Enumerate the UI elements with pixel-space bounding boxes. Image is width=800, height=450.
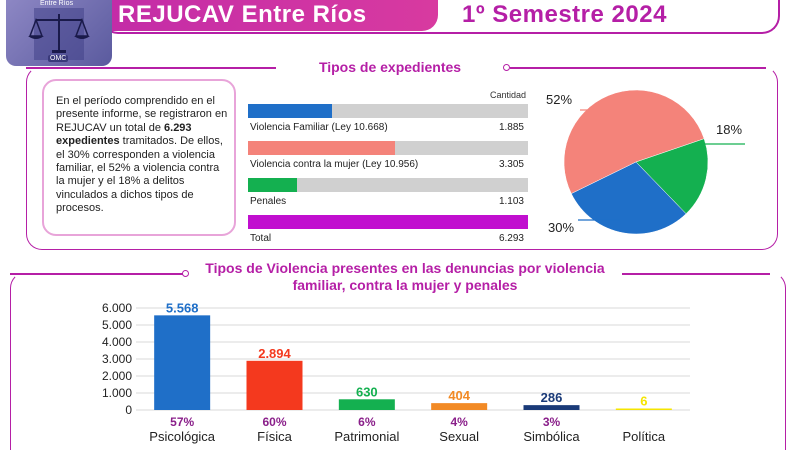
bar-value-label: 6 bbox=[640, 394, 647, 409]
quantity-header: Cantidad bbox=[489, 90, 526, 100]
hbar-label: Violencia Familiar (Ley 10.668) bbox=[250, 122, 388, 133]
hbar-label: Penales bbox=[250, 196, 287, 207]
pie-slice bbox=[563, 89, 705, 194]
y-tick-label: 0 bbox=[125, 403, 132, 417]
expedientes-bar-chart: Cantidad Violencia Familiar (Ley 10.668)… bbox=[248, 88, 530, 248]
hbar-fill bbox=[248, 215, 528, 229]
hbar-fill bbox=[248, 104, 332, 118]
x-category-label: Simbólica bbox=[523, 429, 580, 444]
scales-of-justice-icon bbox=[28, 8, 90, 60]
bar-percent-label: 57% bbox=[170, 415, 194, 429]
header-title: REJUCAV Entre Ríos bbox=[118, 1, 367, 28]
section1-dot bbox=[503, 64, 510, 71]
bar-value-label: 286 bbox=[541, 390, 563, 405]
expedientes-pie-chart: 52% 18% 30% bbox=[540, 86, 770, 236]
x-category-label: Sexual bbox=[439, 429, 479, 444]
hbar-label: Total bbox=[250, 233, 272, 244]
y-tick-label: 6.000 bbox=[102, 301, 132, 315]
pie-slice bbox=[635, 138, 709, 215]
hbar-label: Violencia contra la mujer (Ley 10.956) bbox=[250, 159, 419, 170]
hbar-value: 3.305 bbox=[498, 159, 524, 170]
bar-value-label: 5.568 bbox=[166, 300, 199, 315]
hbar-track bbox=[248, 104, 528, 118]
pie-label: 30% bbox=[548, 220, 574, 235]
y-tick-label: 4.000 bbox=[102, 335, 132, 349]
hbar-fill bbox=[248, 178, 298, 192]
bar-value-label: 404 bbox=[448, 388, 470, 403]
x-category-label: Psicológica bbox=[149, 429, 216, 444]
hbar-value: 1.885 bbox=[498, 122, 524, 133]
hbar-value: 1.103 bbox=[498, 196, 524, 207]
y-tick-label: 3.000 bbox=[102, 352, 132, 366]
header-semester: 1º Semestre 2024 bbox=[462, 1, 667, 28]
summary-text-bold: 6.293 expedientes bbox=[56, 121, 192, 148]
summary-text-start: En el período comprendido en el presente… bbox=[56, 95, 228, 134]
x-category-label: Patrimonial bbox=[334, 429, 399, 444]
section1-top-line-right bbox=[510, 67, 766, 69]
summary-text-end: tramitados. De ellos, el 30% corresponde… bbox=[56, 135, 223, 215]
section2-dot bbox=[182, 270, 189, 277]
bar-percent-label: 60% bbox=[262, 415, 286, 429]
hbar-track bbox=[248, 141, 528, 155]
bar-percent-label: 3% bbox=[543, 415, 561, 429]
logo-top-text: Entre Ríos bbox=[40, 0, 74, 7]
bar-value-label: 2.894 bbox=[258, 346, 291, 361]
pie-label: 52% bbox=[546, 92, 572, 107]
section-tipos-expedientes bbox=[26, 66, 778, 250]
logo-sub-text: OMC bbox=[48, 55, 69, 62]
hbar-track bbox=[248, 178, 528, 192]
violencia-bar-chart: 0 1.000 2.000 3.000 4.000 5.000 6.000 5.568 57% P… bbox=[92, 300, 702, 446]
bar bbox=[523, 405, 580, 410]
summary-paragraph: En el período comprendido en el presente… bbox=[56, 95, 230, 216]
hbar-fill bbox=[248, 141, 396, 155]
y-tick-label: 5.000 bbox=[102, 318, 132, 332]
rejucav-logo: Entre Ríos OMC bbox=[6, 0, 112, 66]
pie-slice bbox=[570, 161, 687, 235]
section2-title: Tipos de Violencia presentes en las denu… bbox=[205, 260, 605, 293]
section2-top-line-left bbox=[10, 273, 186, 275]
bar-value-label: 630 bbox=[356, 384, 378, 399]
x-category-label: Física bbox=[257, 429, 292, 444]
bar bbox=[615, 408, 672, 410]
pie-label: 18% bbox=[716, 122, 742, 137]
section1-top-line-left bbox=[26, 67, 276, 69]
section-tipos-violencia bbox=[10, 272, 786, 450]
bar-percent-label: 6% bbox=[358, 415, 376, 429]
summary-text-box: En el período comprendido en el presente… bbox=[42, 79, 236, 236]
hbar-track bbox=[248, 215, 528, 229]
y-tick-label: 2.000 bbox=[102, 369, 132, 383]
bar bbox=[246, 360, 303, 410]
y-tick-label: 1.000 bbox=[102, 386, 132, 400]
x-category-label: Política bbox=[623, 429, 666, 444]
header-title-pill bbox=[60, 0, 438, 31]
hbar-value: 6.293 bbox=[498, 233, 524, 244]
bar bbox=[338, 399, 395, 410]
bar-percent-label: 4% bbox=[450, 415, 468, 429]
bar bbox=[154, 315, 211, 410]
section1-title: Tipos de expedientes bbox=[318, 59, 462, 75]
bar bbox=[431, 403, 488, 410]
section2-top-line-right bbox=[622, 273, 770, 275]
